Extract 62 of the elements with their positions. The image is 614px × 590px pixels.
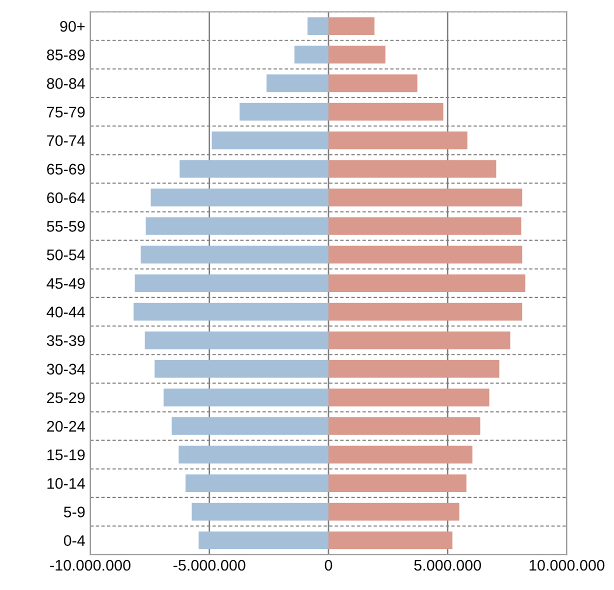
bar (146, 217, 328, 235)
bar (144, 331, 328, 350)
y-tick-label: 65-69 (47, 164, 85, 175)
y-tick-label: 10-14 (47, 478, 85, 489)
bar (328, 331, 510, 350)
bar (140, 246, 328, 264)
bar (308, 17, 328, 35)
bar (328, 188, 522, 206)
bar (240, 102, 328, 121)
bar (134, 274, 328, 292)
bar (328, 74, 418, 92)
y-tick-label: 50-54 (46, 250, 85, 260)
y-tick-label: 85-89 (46, 50, 85, 60)
y-tick-label: 75-79 (47, 106, 85, 118)
y-tick-label: 35-39 (46, 335, 85, 346)
bar (186, 474, 328, 492)
bar (328, 132, 468, 150)
x-tick-label: 5.000.000 (414, 560, 481, 571)
bar (328, 46, 386, 64)
y-tick-label: 40-44 (46, 306, 85, 318)
bar (328, 274, 526, 292)
bar (328, 246, 522, 264)
y-tick-label: 60-64 (47, 192, 85, 204)
bar (212, 132, 328, 150)
bar (328, 217, 522, 235)
bar (328, 502, 460, 521)
bar (178, 446, 328, 464)
y-tick-label: 80-84 (46, 78, 85, 89)
bar (192, 502, 328, 521)
bar (328, 388, 490, 406)
y-tick-label: 70-74 (47, 135, 85, 146)
bar (328, 446, 472, 464)
bar (328, 17, 374, 35)
bar (328, 102, 444, 121)
bar (180, 160, 328, 178)
y-tick-label: 15-19 (47, 449, 85, 460)
bar (172, 417, 328, 435)
x-tick-label: 0 (324, 560, 332, 571)
y-tick-label: 45-49 (46, 278, 85, 289)
y-tick-label: 90+ (60, 20, 85, 32)
bar (328, 302, 522, 321)
y-tick-label: 5-9 (64, 506, 85, 518)
bar (328, 531, 452, 550)
bar (134, 302, 328, 321)
y-tick-label: 0-4 (64, 535, 85, 546)
bar (328, 417, 480, 435)
bar (150, 188, 328, 206)
bar (154, 360, 328, 378)
bar (294, 46, 328, 64)
bar (328, 160, 496, 178)
x-tick-label: -10.000.000 (50, 560, 130, 571)
x-tick-label: -5.000.000 (174, 560, 246, 571)
y-tick-label: 55-59 (46, 220, 85, 232)
y-tick-label: 25-29 (47, 392, 85, 404)
y-tick-label: 30-34 (46, 364, 85, 375)
bar (328, 474, 466, 492)
x-tick-label: 10.000.000 (530, 560, 604, 571)
bar (164, 388, 328, 406)
bar (198, 531, 328, 550)
y-tick-label: 20-24 (47, 420, 85, 432)
bar (266, 74, 328, 92)
bar (328, 360, 500, 378)
